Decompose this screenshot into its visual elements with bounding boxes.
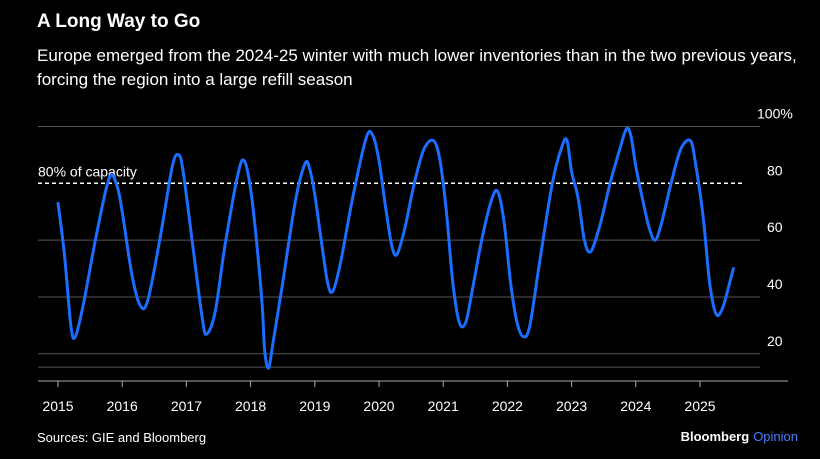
chart-title: A Long Way to Go xyxy=(37,11,201,32)
y-tick-label: 60 xyxy=(767,219,783,235)
y-tick-label: 40 xyxy=(767,276,783,292)
x-tick-label: 2019 xyxy=(299,398,330,414)
y-tick-label: 20 xyxy=(767,333,783,349)
y-tick-label: 80 xyxy=(767,162,783,178)
x-tick-label: 2022 xyxy=(492,398,523,414)
x-tick-label: 2017 xyxy=(171,398,202,414)
brand-name: Bloomberg xyxy=(680,429,750,444)
x-tick-label: 2023 xyxy=(556,398,587,414)
series-line xyxy=(56,126,735,370)
source-note: Sources: GIE and Bloomberg xyxy=(37,430,207,445)
reference-line-label: 80% of capacity xyxy=(38,163,137,179)
series-group xyxy=(56,126,735,370)
x-tick-label: 2016 xyxy=(107,398,138,414)
x-tick-label: 2025 xyxy=(684,398,715,414)
y-axis: 100% 80 60 40 20 xyxy=(757,105,793,348)
x-tick-label: 2018 xyxy=(235,398,266,414)
y-tick-label: 100% xyxy=(757,105,793,121)
x-tick-label: 2020 xyxy=(363,398,394,414)
x-tick-label: 2024 xyxy=(620,398,651,414)
x-axis: 2015 2016 2017 2018 2019 2020 2021 2022 2023 2024… xyxy=(42,381,716,414)
chart-subtitle: Europe emerged from the 2024-25 winter w… xyxy=(37,46,797,89)
x-tick-label: 2021 xyxy=(428,398,459,414)
brand-suffix: Opinion xyxy=(753,429,798,444)
brand-logo: Bloomberg Opinion xyxy=(681,429,798,444)
x-tick-label: 2015 xyxy=(42,398,73,414)
